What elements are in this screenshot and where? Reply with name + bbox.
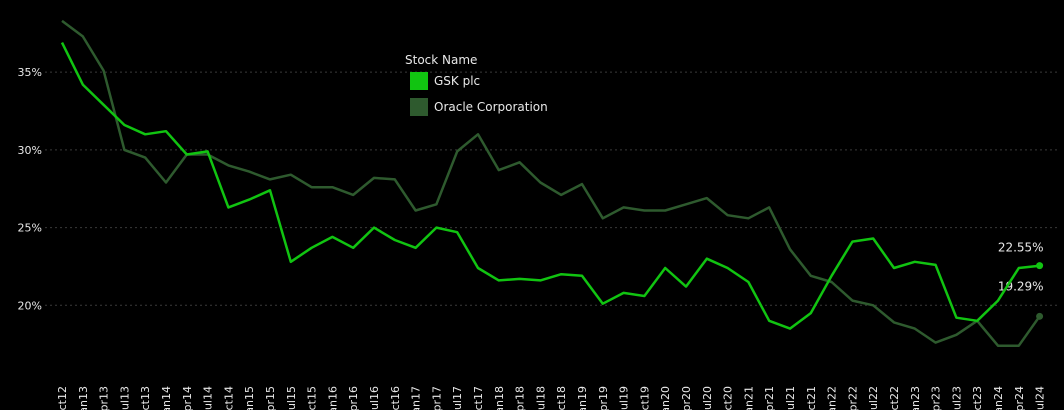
- x-tick-label: Jan21: [742, 386, 755, 410]
- value-label: 22.55%: [998, 241, 1044, 255]
- x-tick-label: Jul21: [784, 386, 797, 410]
- x-tick-label: Jul17: [451, 386, 464, 410]
- x-tick-label: Oct19: [638, 386, 651, 410]
- x-tick-label: Oct16: [389, 386, 402, 410]
- x-tick-label: Oct17: [472, 386, 485, 410]
- x-tick-label: Apr17: [430, 386, 443, 410]
- x-tick-label: Jul23: [950, 386, 963, 410]
- x-tick-label: Jul22: [867, 386, 880, 410]
- line-series: [60, 42, 1040, 330]
- x-tick-label: Oct22: [888, 386, 901, 410]
- x-tick-label: Jul16: [368, 386, 381, 410]
- y-tick-label: 30%: [18, 144, 42, 157]
- x-tick-label: Jul18: [534, 386, 547, 410]
- x-tick-label: Oct13: [139, 386, 152, 410]
- x-tick-label: Jul24: [1034, 386, 1047, 410]
- x-tick-label: Jan15: [243, 386, 256, 410]
- x-tick-label: Apr23: [930, 386, 943, 410]
- x-tick-label: Oct20: [722, 386, 735, 410]
- legend-label: GSK plc: [434, 74, 480, 88]
- x-tick-label: Apr22: [846, 386, 859, 410]
- x-tick-label: Jan13: [77, 386, 90, 410]
- x-tick-label: Jul14: [202, 386, 215, 410]
- end-point: [1036, 262, 1044, 270]
- x-tick-label: Oct18: [555, 386, 568, 410]
- x-tick-label: Apr24: [1013, 386, 1026, 410]
- x-tick-label: Jan17: [410, 386, 423, 410]
- x-tick-label: Apr16: [347, 386, 360, 410]
- x-tick-label: Jan23: [909, 386, 922, 410]
- x-tick-label: Apr20: [680, 386, 693, 410]
- x-tick-label: Jan14: [160, 386, 173, 410]
- legend-swatch: [410, 72, 428, 90]
- x-tick-label: Apr18: [514, 386, 527, 410]
- x-tick-label: Jul13: [118, 386, 131, 410]
- y-tick-label: 20%: [18, 299, 42, 312]
- x-tick-label: Jan24: [992, 386, 1005, 410]
- y-tick-label: 35%: [18, 66, 42, 79]
- x-tick-label: Jan18: [493, 386, 506, 410]
- x-tick-label: Jul20: [701, 386, 714, 410]
- x-tick-label: Apr21: [763, 386, 776, 410]
- x-tick-label: Jan16: [326, 386, 339, 410]
- legend-label: Oracle Corporation: [434, 100, 548, 114]
- legend-title: Stock Name: [405, 53, 477, 67]
- x-tick-label: Jul19: [618, 386, 631, 410]
- x-tick-label: Oct12: [56, 386, 69, 410]
- x-tick-label: Jan22: [826, 386, 839, 410]
- legend-swatch: [410, 98, 428, 116]
- end-point: [1036, 312, 1044, 320]
- x-tick-label: Jul15: [285, 386, 298, 410]
- x-tick-label: Apr19: [597, 386, 610, 410]
- x-tick-label: Oct14: [222, 386, 235, 410]
- x-tick-label: Apr14: [181, 386, 194, 410]
- x-tick-label: Oct21: [805, 386, 818, 410]
- x-tick-label: Apr15: [264, 386, 277, 410]
- x-tick-label: Apr13: [98, 386, 111, 410]
- y-tick-label: 25%: [18, 222, 42, 235]
- x-tick-label: Jan20: [659, 386, 672, 410]
- line-series: [61, 19, 1041, 347]
- x-tick-label: Oct23: [971, 386, 984, 410]
- x-tick-label: Oct15: [306, 386, 319, 410]
- x-tick-label: Jan19: [576, 386, 589, 410]
